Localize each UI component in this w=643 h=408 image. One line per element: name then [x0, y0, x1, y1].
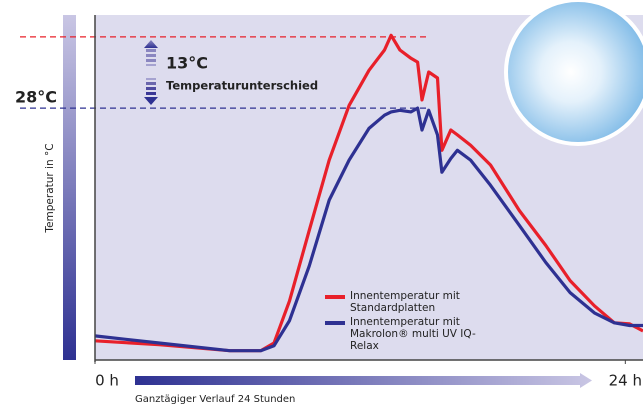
sky-image — [506, 0, 643, 144]
annotation-value: 13°C — [166, 54, 208, 73]
legend-swatch — [325, 321, 345, 325]
y-axis-bar — [63, 15, 76, 360]
legend-item: Innentemperatur mit Makrolon® multi UV I… — [325, 316, 485, 352]
legend-swatch — [325, 295, 345, 299]
annotation-text: Temperaturunterschied — [166, 79, 318, 93]
legend-label: Innentemperatur mit Makrolon® multi UV I… — [350, 316, 485, 352]
legend-item: Innentemperatur mit Standardplatten — [325, 290, 485, 314]
chart: Temperatur in °C Ganztägiger Verlauf 24 … — [0, 0, 643, 408]
x-tick-label: 24 h — [609, 372, 642, 390]
x-tick-label: 0 h — [95, 372, 119, 390]
x-axis-arrow — [135, 373, 592, 388]
x-axis-title: Ganztägiger Verlauf 24 Stunden — [135, 394, 295, 405]
legend-label: Innentemperatur mit Standardplatten — [350, 290, 485, 314]
page: Temperatur in °C Ganztägiger Verlauf 24 … — [0, 0, 643, 408]
y-axis-title: Temperatur in °C — [44, 143, 56, 233]
reference-label: 28°C — [15, 88, 57, 107]
